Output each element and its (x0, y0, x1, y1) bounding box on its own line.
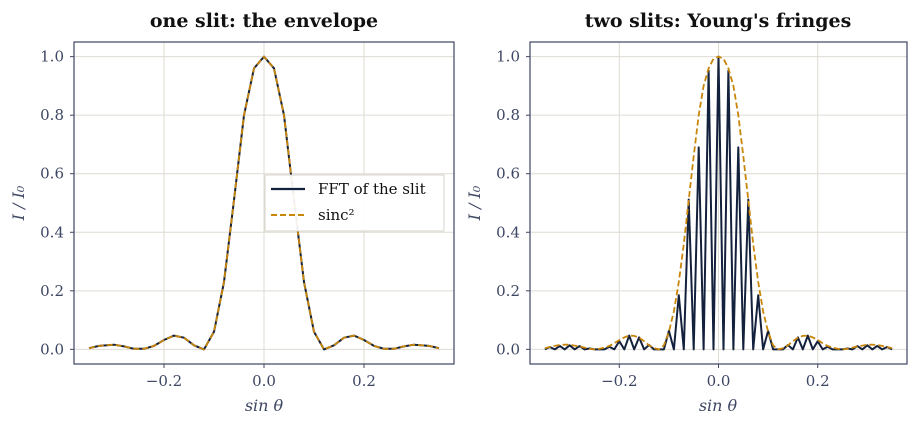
legend-box (264, 174, 445, 232)
right-x-axis-label: sin θ (699, 396, 738, 415)
left-y-tick-label: 0.6 (40, 165, 64, 183)
left-y-tick-label: 0.4 (40, 223, 64, 241)
right-x-tick-label: −0.2 (601, 372, 637, 390)
left-chart-title: one slit: the envelope (150, 10, 378, 32)
left-y-tick-label: 0.2 (40, 282, 64, 300)
left-sinc-envelope-line (88, 55, 440, 351)
right-y-tick-label: 0.0 (496, 340, 520, 358)
right-chart-panel: two slits: Young's fringes −0.2 0.0 0.2 0.… (465, 10, 908, 415)
left-x-tick-label: −0.2 (146, 372, 182, 390)
legend-label-fft: FFT of the slit (318, 180, 426, 198)
left-x-tick-label: 0.0 (252, 372, 276, 390)
right-sinc-envelope-line (544, 55, 893, 351)
left-x-tick-label: 0.2 (352, 372, 376, 390)
right-y-tick-label: 0.6 (496, 165, 520, 183)
left-y-axis-label: I / I₀ (9, 185, 28, 221)
left-y-tick-label: 0.8 (40, 106, 64, 124)
right-y-axis-label: I / I₀ (465, 185, 484, 221)
right-y-tick-label: 0.4 (496, 223, 520, 241)
right-x-tick-label: 0.0 (707, 372, 731, 390)
right-chart-title: two slits: Young's fringes (585, 10, 852, 32)
right-x-tick-label: 0.2 (806, 372, 830, 390)
left-y-tick-label: 1.0 (40, 48, 64, 66)
right-y-tick-label: 0.8 (496, 106, 520, 124)
right-y-tick-label: 1.0 (496, 48, 520, 66)
left-chart-panel: one slit: the envelope −0.2 0.0 0.2 0.0 0.2… (9, 10, 455, 415)
left-y-tick-label: 0.0 (40, 340, 64, 358)
left-x-axis-label: sin θ (245, 396, 284, 415)
legend-label-sinc: sinc² (318, 206, 355, 224)
legend: FFT of the slit sinc² (264, 174, 445, 232)
right-y-tick-label: 0.2 (496, 282, 520, 300)
